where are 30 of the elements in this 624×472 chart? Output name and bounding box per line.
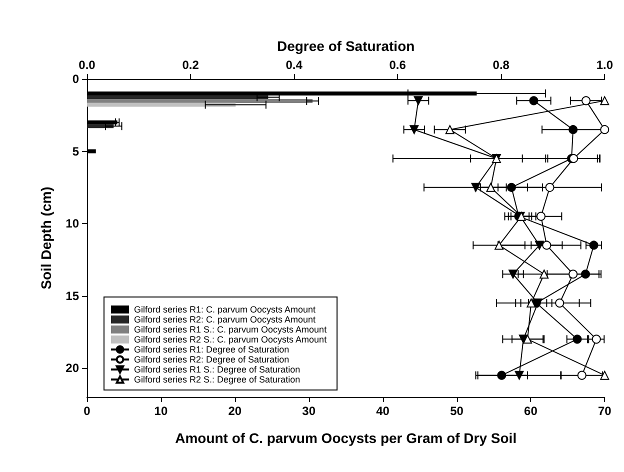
y-tick-label: 15 (66, 288, 80, 303)
y-tick-label: 5 (72, 144, 80, 158)
legend-label: Gilford series R1 S.: Degree of Saturation (134, 364, 300, 374)
legend-label: Gilford series R2: Degree of Saturation (134, 354, 290, 364)
x-tick-label: 40 (376, 404, 390, 418)
x-tick-label: 20 (228, 404, 242, 418)
x2-tick-label: 0.2 (182, 58, 200, 72)
y-tick-label: 0 (72, 72, 80, 86)
x-tick-label: 70 (598, 404, 612, 418)
legend-label: Gilford series R2 S.: Degree of Saturation (134, 374, 300, 384)
legend-label: Gilford series R1: Degree of Saturation (134, 344, 290, 354)
x2-axis-title: Degree of Saturation (276, 38, 415, 54)
x2-tick-label: 0.8 (492, 58, 510, 72)
legend-label: Gilford series R2: C. parvum Oocysts Amount (134, 314, 316, 324)
y-tick-label: 10 (66, 216, 80, 231)
x2-tick-label: 1.0 (596, 58, 614, 72)
x2-tick-label: 0.0 (78, 58, 96, 72)
x-tick-label: 60 (524, 404, 538, 418)
x2-tick-label: 0.4 (286, 58, 303, 72)
x-tick-label: 30 (302, 404, 316, 418)
legend-label: Gilford series R1: C. parvum Oocysts Amount (134, 304, 316, 314)
x-tick-label: 10 (154, 404, 168, 418)
y-tick-label: 20 (66, 361, 80, 376)
legend-label: Gilford series R1 S.: C. parvum Oocysts Amount (134, 324, 328, 334)
y-axis-title: Soil Depth (cm) (38, 186, 54, 290)
x-tick-label: 50 (450, 404, 464, 418)
x2-tick-label: 0.6 (389, 58, 406, 72)
x-tick-label: 0 (84, 404, 91, 418)
legend-label: Gilford series R2 S.: C. parvum Oocysts Amount (134, 334, 328, 344)
x-axis-title: Amount of C. parvum Oocysts per Gram of Dry Soil (175, 430, 517, 446)
